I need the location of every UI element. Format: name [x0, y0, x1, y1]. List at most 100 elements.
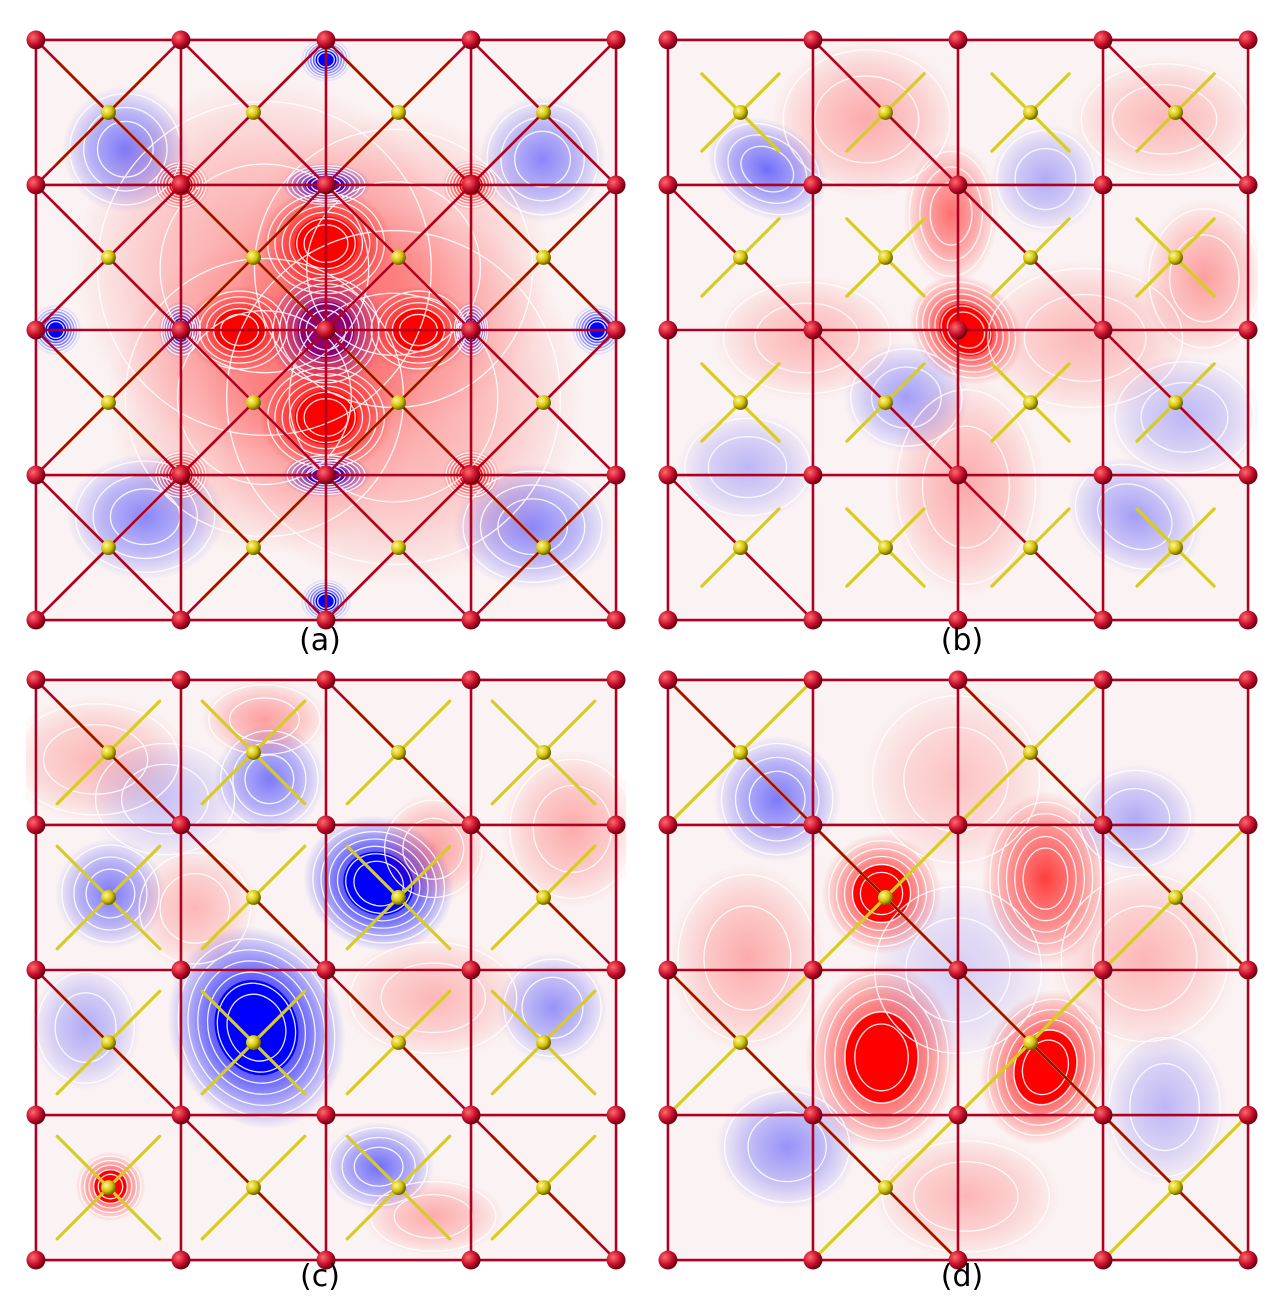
lattice-atom: [606, 465, 626, 485]
lattice-atom: [26, 610, 46, 630]
contour-lines: [684, 49, 1258, 585]
contour-line: [703, 905, 792, 1011]
contour-line: [1022, 847, 1069, 910]
lattice-atom: [461, 1250, 481, 1270]
interstitial-bond: [1135, 255, 1178, 298]
interstitial-atoms: [733, 745, 1183, 1195]
contour-line: [871, 695, 1041, 864]
lattice-atom: [26, 175, 46, 195]
interstitial-bond: [345, 1134, 401, 1190]
contour-line: [895, 388, 1037, 585]
lattice-atom: [171, 960, 191, 980]
lattice-atom: [803, 610, 823, 630]
contour-line: [987, 267, 1184, 409]
lattice-atom: [1238, 320, 1258, 340]
lattice-atom: [316, 465, 336, 485]
interstitial-atom: [536, 890, 551, 905]
contour-line: [813, 75, 920, 164]
positive-density-lobe: [711, 274, 903, 402]
interstitial-atom: [1023, 540, 1038, 555]
contour-line: [754, 302, 860, 374]
lattice-atom: [803, 1250, 823, 1270]
lattice-atoms: [658, 670, 1258, 1270]
lattice-atom: [606, 670, 626, 690]
interstitial-bond: [490, 989, 546, 1045]
interstitial-bond: [1135, 507, 1178, 550]
lattice-atom: [948, 960, 968, 980]
lattice-atom: [658, 1105, 678, 1125]
lattice-atom: [316, 815, 336, 835]
interstitial-bond: [106, 989, 162, 1045]
contour-line: [187, 949, 326, 1107]
lattice-atoms: [658, 30, 1258, 630]
lattice-atom: [948, 465, 968, 485]
interstitial-atom: [1168, 890, 1183, 905]
contour-line: [54, 992, 117, 1064]
lattice-atom: [316, 1105, 336, 1125]
interstitial-bond: [345, 750, 401, 806]
interstitial-bond: [958, 1040, 1033, 1115]
negative-density-lobe: [989, 123, 1102, 235]
interstitial-bond: [541, 750, 597, 806]
lattice-atom: [171, 465, 191, 485]
interstitial-bond: [990, 110, 1033, 153]
negative-density-lobe: [1101, 1027, 1229, 1187]
interstitial-bond: [200, 895, 256, 951]
interstitial-atom: [878, 105, 893, 120]
lattice-atom: [948, 610, 968, 630]
contour-line: [26, 703, 180, 816]
contour-line: [851, 863, 912, 924]
interstitial-bond: [700, 545, 743, 588]
contour-line: [997, 812, 1094, 945]
interstitial-bond: [738, 217, 781, 260]
interstitial-atom: [101, 395, 116, 410]
interstitial-atom: [101, 745, 116, 760]
lattice-atom: [1093, 1105, 1113, 1125]
panel-d-svg: [658, 670, 1258, 1270]
interstitial-atom: [1023, 1035, 1038, 1050]
contour-line: [197, 960, 316, 1095]
panel-b-caption: (b): [940, 623, 984, 658]
interstitial-bond: [700, 255, 743, 298]
interstitial-atom: [1023, 745, 1038, 760]
interstitial-bond: [1173, 255, 1216, 298]
interstitial-bond: [1028, 680, 1103, 755]
contour-line: [206, 971, 307, 1084]
contour-line: [305, 180, 482, 356]
contour-line: [486, 102, 599, 216]
contour-line: [995, 1008, 1095, 1126]
contour-line: [97, 1173, 124, 1200]
interstitial-atom: [733, 395, 748, 410]
contour-line: [1091, 905, 1198, 1011]
interstitial-bond: [200, 1040, 256, 1096]
lattice-atom: [26, 1250, 46, 1270]
interstitial-bond: [106, 699, 162, 755]
lattice-atom: [658, 320, 678, 340]
panel-b-density-map: [658, 30, 1258, 630]
interstitial-bond: [1028, 970, 1103, 1045]
interstitial-bond: [251, 989, 307, 1045]
lattice-atom: [26, 320, 46, 340]
positive-density-lobe: [870, 1132, 1062, 1261]
interstitial-bond: [200, 699, 256, 755]
lattice-atom: [606, 610, 626, 630]
contour-lines: [677, 695, 1229, 1253]
lattice-atom: [316, 670, 336, 690]
contour-line: [159, 872, 231, 944]
contour-line: [859, 871, 904, 916]
contour-line: [828, 840, 936, 948]
positive-density-lobe: [361, 1176, 505, 1257]
interstitial-bond: [541, 699, 597, 755]
lattice-atom: [658, 1250, 678, 1270]
contour-line: [349, 941, 518, 1055]
interstitial-bond: [738, 970, 813, 1045]
contour-line: [380, 962, 487, 1034]
contour-line: [83, 1159, 138, 1214]
interstitial-bond: [668, 1040, 743, 1115]
interstitial-bond: [490, 895, 546, 951]
interstitial-atom: [101, 1180, 116, 1195]
contour-line: [921, 425, 1011, 549]
interstitial-bond: [396, 699, 452, 755]
contour-line: [913, 1161, 1019, 1232]
contour-line: [946, 311, 986, 349]
